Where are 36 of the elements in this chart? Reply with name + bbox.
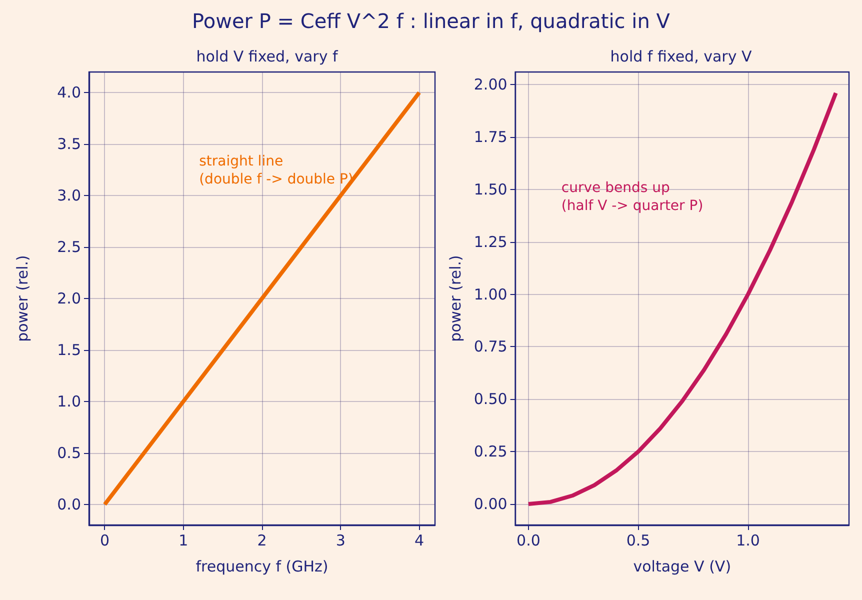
x-tick-label: 1.0	[736, 532, 760, 550]
line-series	[102, 90, 422, 506]
y-tick-label: 0.25	[474, 442, 508, 461]
y-tick-label: 0.00	[474, 495, 508, 514]
y-tick-label: 0.75	[474, 338, 508, 356]
chart-subtitle: hold V fixed, vary f	[196, 48, 338, 66]
x-axis-title: frequency f (GHz)	[196, 558, 328, 576]
y-axis-title: power (rel.)	[14, 255, 32, 342]
y-tick-label: 1.0	[57, 392, 81, 410]
line-series	[526, 90, 838, 506]
x-tick-label: 0.0	[516, 532, 540, 550]
annotation: curve bends up (half V -> quarter P)	[561, 180, 704, 214]
x-axis-title: voltage V (V)	[633, 558, 732, 576]
y-tick-label: 1.75	[474, 128, 508, 146]
y-tick-label: 3.0	[57, 186, 81, 205]
y-tick-label: 1.25	[474, 232, 508, 251]
y-tick-label: 1.50	[474, 180, 508, 198]
y-tick-label: 2.00	[474, 76, 508, 94]
x-tick-label: 0.5	[626, 532, 650, 550]
y-tick-label: 1.5	[57, 340, 81, 359]
x-tick-label: 0	[100, 532, 110, 550]
y-tick-label: 3.5	[57, 135, 81, 154]
x-tick-label: 4	[414, 532, 424, 550]
y-tick-label: 1.00	[474, 285, 508, 304]
y-tick-label: 2.0	[57, 290, 81, 308]
chart-title: Power P = Ceff V^2 f : linear in f, quadratic in V	[191, 9, 671, 33]
y-axis-title: power (rel.)	[446, 255, 464, 342]
y-tick-label: 0.0	[57, 495, 81, 514]
x-tick-label: 1	[178, 532, 188, 550]
x-tick-label: 2	[257, 532, 267, 550]
y-tick-label: 0.50	[474, 390, 508, 408]
x-tick-label: 3	[336, 532, 346, 550]
y-tick-label: 4.0	[57, 84, 81, 102]
y-tick-label: 2.5	[57, 238, 81, 256]
y-tick-label: 0.5	[57, 444, 81, 462]
chart-subtitle: hold f fixed, vary V	[610, 48, 752, 66]
